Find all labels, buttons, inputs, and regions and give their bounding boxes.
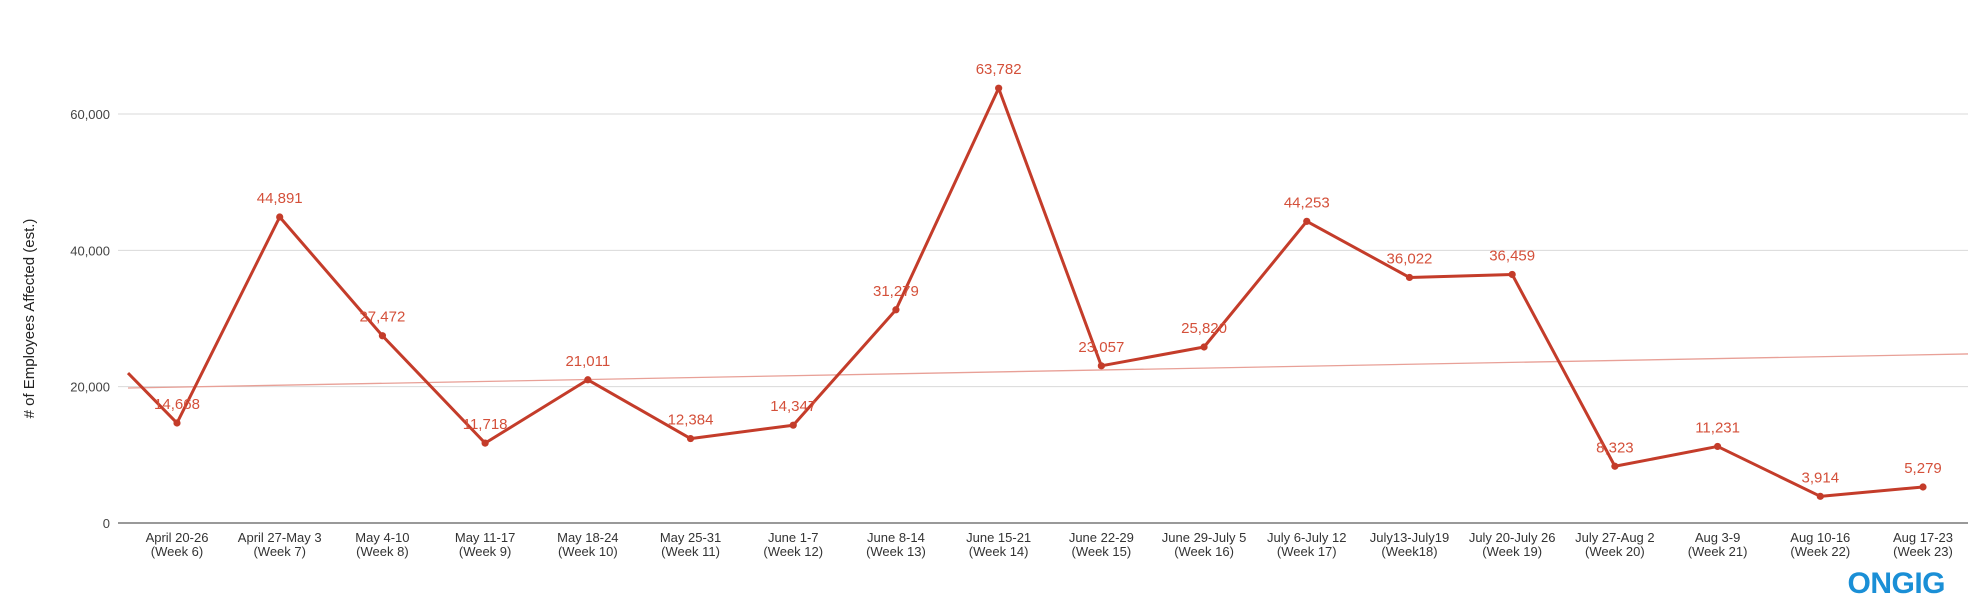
data-label: 11,718 — [463, 416, 508, 433]
data-points — [173, 84, 1927, 500]
x-tick-label: Aug 17-23 — [1893, 530, 1953, 545]
data-label: 36,022 — [1387, 250, 1433, 267]
y-axis-ticks: 0 20,000 40,000 60,000 — [70, 107, 110, 531]
x-tick-label: April 27-May 3 — [238, 530, 322, 545]
data-point — [173, 419, 181, 427]
x-tick-label: Aug 10-16 — [1790, 530, 1850, 545]
x-tick-label: April 20-26 — [146, 530, 209, 545]
x-tick-label: July13-July19 — [1370, 530, 1450, 545]
data-point — [789, 421, 797, 429]
data-label: 44,253 — [1284, 194, 1330, 211]
data-point — [892, 306, 900, 314]
x-tick-sublabel: (Week 8) — [356, 544, 409, 559]
x-tick-label: July 27-Aug 2 — [1575, 530, 1655, 545]
data-point — [1303, 217, 1311, 225]
data-point — [1508, 270, 1516, 279]
data-label: 21,011 — [565, 353, 610, 370]
data-label: 44,891 — [257, 190, 303, 207]
series-line — [126, 86, 1924, 498]
x-tick-sublabel: (Week 16) — [1174, 544, 1234, 559]
x-tick-sublabel: (Week 15) — [1071, 544, 1131, 559]
data-label: 63,782 — [976, 61, 1022, 78]
x-axis-labels: April 20-26(Week 6) April 27-May 3(Week 7… — [146, 530, 1953, 559]
x-tick-label: Aug 3-9 — [1695, 530, 1741, 545]
y-tick-label: 40,000 — [70, 243, 110, 258]
data-label: 25,820 — [1181, 320, 1227, 337]
data-point — [995, 84, 1003, 92]
data-label: 12,384 — [668, 412, 714, 429]
x-tick-sublabel: (Week 17) — [1277, 544, 1337, 559]
y-axis-title: # of Employees Affected (est.) — [21, 219, 38, 419]
x-tick-label: May 11-17 — [455, 530, 515, 545]
x-tick-sublabel: (Week 10) — [558, 544, 618, 559]
x-tick-sublabel: (Week 23) — [1893, 544, 1953, 559]
y-tick-label: 60,000 — [70, 107, 110, 122]
data-label: 11,231 — [1695, 419, 1740, 436]
data-label: 5,279 — [1904, 460, 1942, 477]
data-point — [1405, 273, 1414, 282]
data-label: 14,668 — [154, 396, 200, 413]
x-tick-label: May 4-10 — [355, 530, 409, 545]
x-tick-label: May 25-31 — [660, 530, 721, 545]
ongig-logo: ONGIG — [1847, 567, 1945, 600]
data-point — [1200, 343, 1208, 351]
data-point — [1611, 462, 1619, 470]
data-point — [481, 439, 489, 447]
data-point — [1713, 442, 1722, 451]
data-label: 14,347 — [770, 398, 816, 415]
x-tick-sublabel: (Week 20) — [1585, 544, 1645, 559]
x-tick-sublabel: (Week 9) — [459, 544, 512, 559]
y-tick-label: 20,000 — [70, 380, 110, 395]
x-tick-sublabel: (Week 22) — [1790, 544, 1850, 559]
x-tick-label: June 15-21 — [966, 530, 1031, 545]
x-tick-sublabel: (Week 12) — [763, 544, 823, 559]
x-tick-label: May 18-24 — [557, 530, 618, 545]
data-label: 36,459 — [1489, 247, 1535, 264]
x-tick-sublabel: (Week 6) — [151, 544, 204, 559]
data-point — [276, 213, 284, 221]
data-point — [584, 376, 592, 384]
x-tick-label: June 1-7 — [768, 530, 819, 545]
x-tick-sublabel: (Week 19) — [1482, 544, 1542, 559]
data-labels: 14,668 44,891 27,472 11,718 21,011 12,384 14,3… — [154, 61, 1942, 486]
data-point — [686, 434, 695, 443]
data-point — [1816, 492, 1824, 500]
gridlines — [118, 113, 1968, 524]
data-point — [378, 332, 387, 340]
x-tick-sublabel: (Week 7) — [253, 544, 306, 559]
x-tick-label: July 6-July 12 — [1267, 530, 1346, 545]
x-tick-label: June 29-July 5 — [1162, 530, 1247, 545]
data-label: 23,057 — [1078, 339, 1124, 356]
x-tick-sublabel: (Week 13) — [866, 544, 926, 559]
x-tick-sublabel: (Week 21) — [1688, 544, 1748, 559]
x-tick-label: July 20-July 26 — [1469, 530, 1556, 545]
data-label: 31,279 — [873, 283, 919, 300]
data-label: 3,914 — [1802, 469, 1840, 486]
x-tick-sublabel: (Week 11) — [661, 544, 720, 559]
data-label: 8,323 — [1596, 439, 1634, 456]
data-label: 27,472 — [359, 309, 405, 326]
x-tick-sublabel: (Week18) — [1381, 544, 1437, 559]
y-tick-label: 0 — [103, 516, 110, 531]
x-tick-sublabel: (Week 14) — [969, 544, 1029, 559]
trendline — [127, 353, 1969, 389]
data-point — [1097, 362, 1105, 370]
data-point — [1919, 483, 1927, 491]
x-tick-label: June 22-29 — [1069, 530, 1134, 545]
x-tick-label: June 8-14 — [867, 530, 925, 545]
